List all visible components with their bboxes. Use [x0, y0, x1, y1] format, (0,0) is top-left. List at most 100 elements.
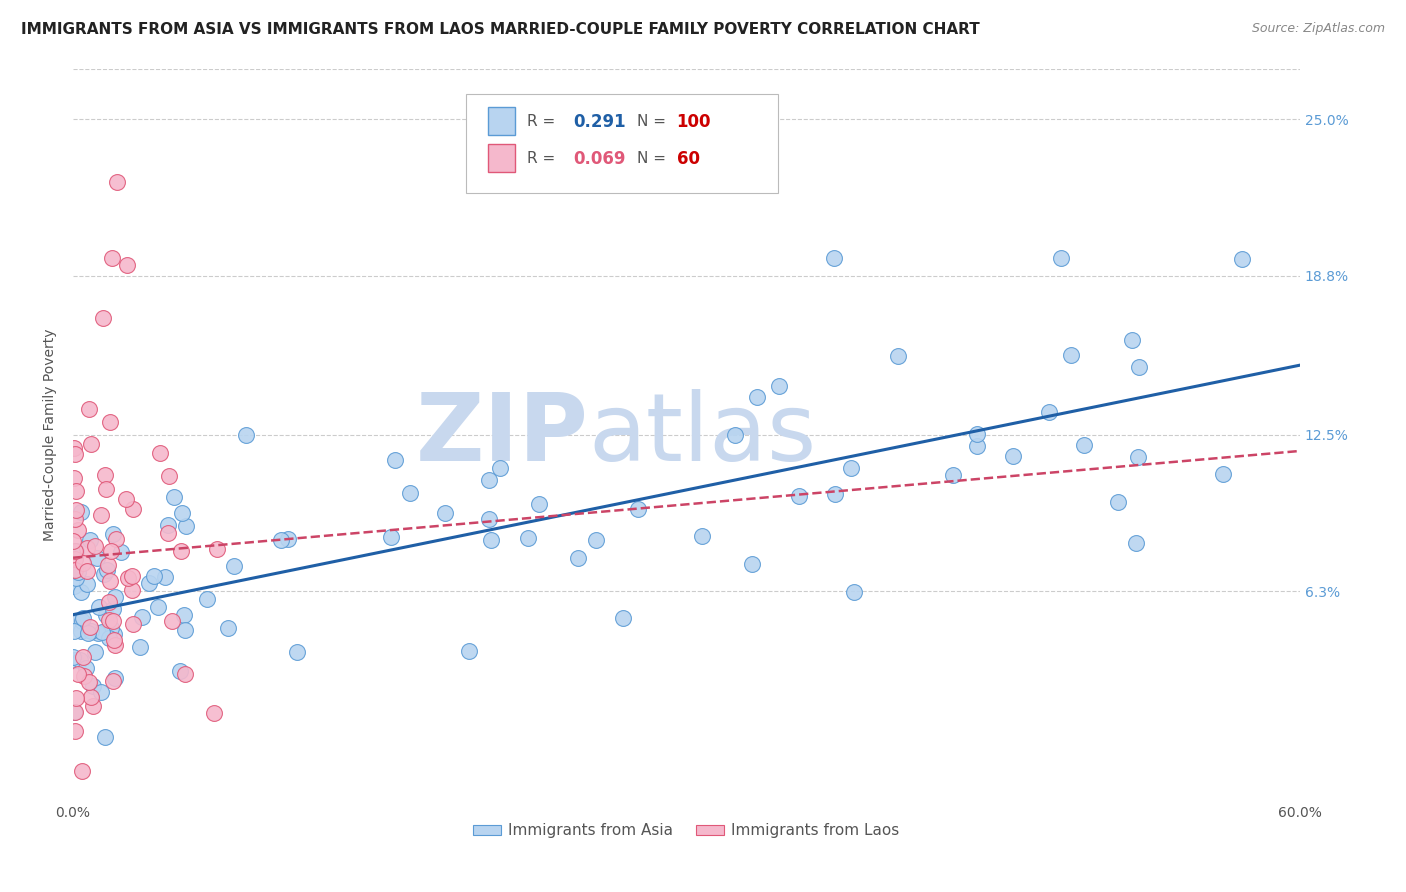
Point — [70, 764, 93, 778]
Point — [1050, 251, 1073, 265]
Point — [77, 675, 100, 690]
Point — [79, 690, 101, 705]
Point — [172, 506, 194, 520]
Point — [966, 426, 988, 441]
Point — [100, 543, 122, 558]
Point — [91, 625, 114, 640]
Point — [80, 436, 103, 450]
Point — [222, 559, 245, 574]
Point — [76, 577, 98, 591]
Point — [842, 584, 865, 599]
Text: 60: 60 — [676, 150, 700, 168]
Point — [612, 611, 634, 625]
Point — [98, 595, 121, 609]
Point — [82, 679, 104, 693]
Point — [76, 541, 98, 556]
Point — [75, 661, 97, 675]
Point — [384, 453, 406, 467]
Point — [1002, 449, 1025, 463]
Point — [156, 525, 179, 540]
Point — [839, 460, 862, 475]
Point — [121, 569, 143, 583]
Text: ZIP: ZIP — [415, 389, 588, 481]
Point — [100, 621, 122, 635]
Point — [86, 550, 108, 565]
Point — [62, 534, 84, 549]
Point — [148, 600, 170, 615]
Point — [70, 585, 93, 599]
Point — [1125, 536, 1147, 550]
Point — [380, 530, 402, 544]
Point — [110, 545, 132, 559]
Point — [90, 685, 112, 699]
Point — [65, 503, 87, 517]
Point — [131, 610, 153, 624]
Point — [76, 564, 98, 578]
Point — [195, 591, 218, 606]
Point — [156, 518, 179, 533]
Text: 0.291: 0.291 — [574, 113, 626, 131]
Point — [83, 645, 105, 659]
Point — [93, 567, 115, 582]
Point — [114, 491, 136, 506]
Point — [170, 543, 193, 558]
Point — [63, 706, 86, 720]
Point — [63, 544, 86, 558]
Point — [1212, 467, 1234, 481]
Point — [98, 574, 121, 589]
Point — [69, 624, 91, 638]
Point — [787, 489, 810, 503]
Point — [63, 579, 86, 593]
Point — [157, 469, 180, 483]
Point — [89, 600, 111, 615]
Point — [149, 446, 172, 460]
Point — [516, 531, 538, 545]
Point — [72, 611, 94, 625]
Point — [173, 623, 195, 637]
Point — [169, 664, 191, 678]
Point — [94, 467, 117, 482]
Point — [489, 461, 512, 475]
Text: IMMIGRANTS FROM ASIA VS IMMIGRANTS FROM LAOS MARRIED-COUPLE FAMILY POVERTY CORRE: IMMIGRANTS FROM ASIA VS IMMIGRANTS FROM … — [21, 22, 980, 37]
Point — [205, 541, 228, 556]
Point — [103, 614, 125, 628]
Point — [122, 616, 145, 631]
Point — [887, 349, 910, 363]
Point — [104, 638, 127, 652]
Point — [70, 506, 93, 520]
Point — [82, 699, 104, 714]
Point — [104, 671, 127, 685]
Legend: Immigrants from Asia, Immigrants from Laos: Immigrants from Asia, Immigrants from La… — [467, 817, 905, 845]
Point — [121, 501, 143, 516]
Point — [1107, 495, 1129, 509]
Point — [202, 706, 225, 720]
Point — [690, 529, 713, 543]
Point — [823, 251, 845, 265]
Point — [160, 615, 183, 629]
Point — [72, 650, 94, 665]
Point — [94, 483, 117, 497]
Point — [66, 667, 89, 681]
Text: Source: ZipAtlas.com: Source: ZipAtlas.com — [1251, 22, 1385, 36]
Point — [62, 615, 84, 630]
Point — [155, 570, 177, 584]
Point — [103, 627, 125, 641]
Point — [121, 582, 143, 597]
Point — [79, 620, 101, 634]
FancyBboxPatch shape — [465, 95, 779, 193]
Point — [65, 706, 87, 720]
Point — [98, 632, 121, 646]
Point — [70, 614, 93, 628]
Point — [103, 633, 125, 648]
Point — [217, 621, 239, 635]
Point — [65, 571, 87, 585]
Text: atlas: atlas — [588, 389, 817, 481]
Point — [79, 533, 101, 547]
Point — [129, 640, 152, 654]
Point — [1126, 450, 1149, 465]
Point — [627, 502, 650, 516]
Point — [527, 497, 550, 511]
Point — [63, 563, 86, 577]
Point — [768, 379, 790, 393]
Point — [69, 653, 91, 667]
